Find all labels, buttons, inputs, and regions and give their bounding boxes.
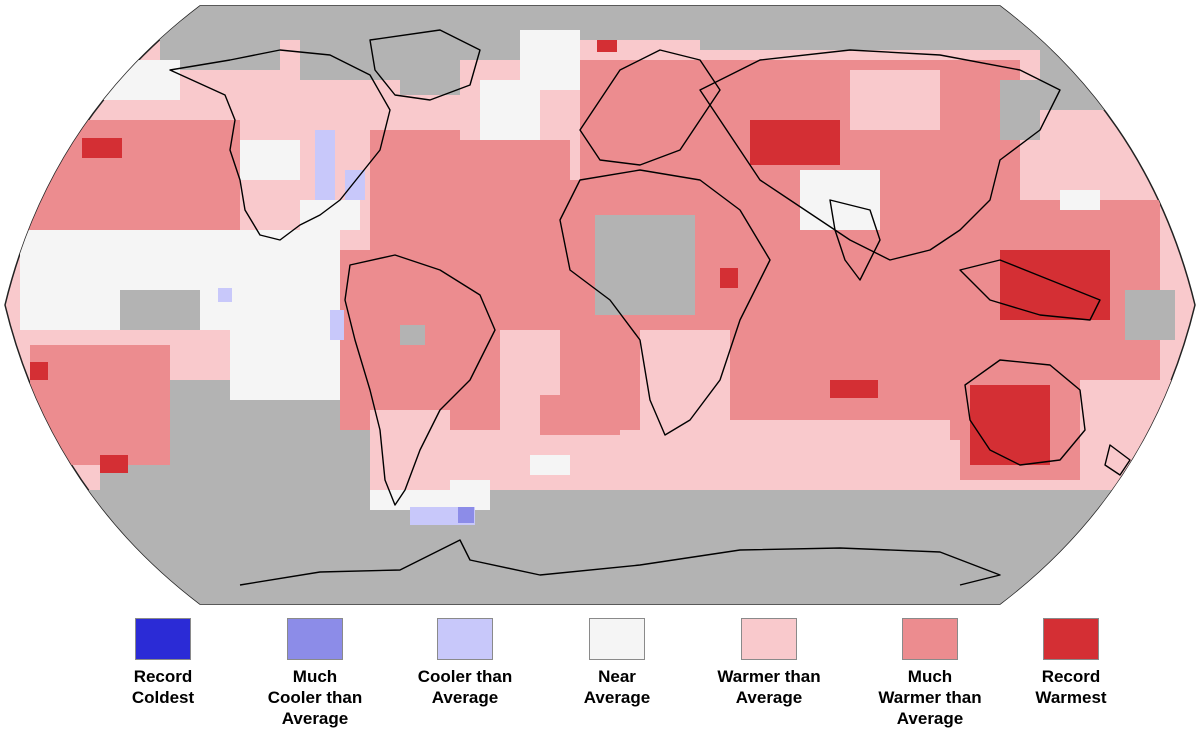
coastline-asia [699,49,1061,261]
legend-item-warmer: Warmer than Average [694,618,844,708]
coastline-australia [964,359,1086,466]
cool-west-pacific-small [330,310,344,340]
legend-item-record-warmest: Record Warmest [996,618,1146,708]
legend: Record Coldest Much Cooler than Average … [0,610,1200,733]
coastline-europe [579,49,721,166]
legend-label-much-cooler: Much Cooler than Average [267,667,363,728]
legend-item-cooler: Cooler than Average [390,618,540,708]
region-southern-africa [640,330,730,430]
cool-pacific-small [218,288,232,302]
record-south-pacific [100,455,128,473]
legend-swatch-much-cooler [287,618,343,660]
coastline-new-zealand [1104,444,1131,476]
record-north-atlantic [597,40,617,52]
record-south-pacific-2 [30,362,48,380]
no-data-region-bering [1040,40,1160,110]
no-data-amazon [400,325,425,345]
no-data-siberia-east [1000,80,1040,140]
no-data-pacific-east [1125,290,1175,340]
legend-label-near-average: Near Average [583,667,651,707]
near-average-east-asia [850,70,940,130]
legend-label-record-coldest: Record Coldest [131,667,195,707]
legend-swatch-record-warmest [1043,618,1099,660]
cool-us-2 [345,170,365,200]
legend-swatch-warmer [741,618,797,660]
legend-item-record-coldest: Record Coldest [88,618,238,708]
legend-label-much-warmer: Much Warmer than Average [878,667,982,728]
cool-us [315,130,335,200]
legend-swatch-near-average [589,618,645,660]
region-indian-ocean [740,240,980,440]
world-map [4,5,1196,605]
legend-label-record-warmest: Record Warmest [1035,667,1107,707]
no-data-region-antarctica [5,490,1195,604]
coastline-india [829,199,881,281]
legend-swatch-much-warmer [902,618,958,660]
near-average-atlantic-south [530,455,570,475]
near-average-west-pacific [1060,190,1100,210]
coastline-antarctica [239,539,1001,586]
region-southwest-pacific [1080,380,1190,490]
region-south-pacific-warm [30,345,170,465]
legend-swatch-record-coldest [135,618,191,660]
legend-label-warmer: Warmer than Average [717,667,821,707]
near-average-north-atlantic-2 [520,30,580,90]
legend-swatch-cooler [437,618,493,660]
near-average-middle-east [800,170,880,230]
record-north-pacific [82,138,122,158]
cool-patagonia-much [458,507,474,523]
record-indian-ocean [830,380,878,398]
coastline-north-america [169,49,391,241]
record-australia [970,385,1050,465]
coastline-greenland [369,29,481,101]
coastline-south-america [344,254,496,506]
region-north-pacific [20,120,240,230]
near-average-canada [240,140,300,180]
coastline-africa [559,169,771,436]
record-east-africa [720,268,738,288]
no-data-pacific-islands [120,290,200,330]
no-data-region-siberia-arctic [700,20,1060,50]
near-average-west-coast-ocean [40,60,180,100]
near-average-us [300,200,360,230]
legend-item-much-warmer: Much Warmer than Average [855,618,1005,729]
anomaly-grid [5,6,1195,604]
record-central-asia [750,120,840,165]
region-south-indian-ocean [650,420,950,490]
legend-item-near-average: Near Average [542,618,692,708]
legend-item-much-cooler: Much Cooler than Average [240,618,390,729]
legend-label-cooler: Cooler than Average [417,667,513,707]
coastlines [169,29,1131,586]
no-data-central-africa [595,215,695,315]
coastline-southeast-asia [959,259,1101,321]
record-west-pacific [1000,250,1110,320]
